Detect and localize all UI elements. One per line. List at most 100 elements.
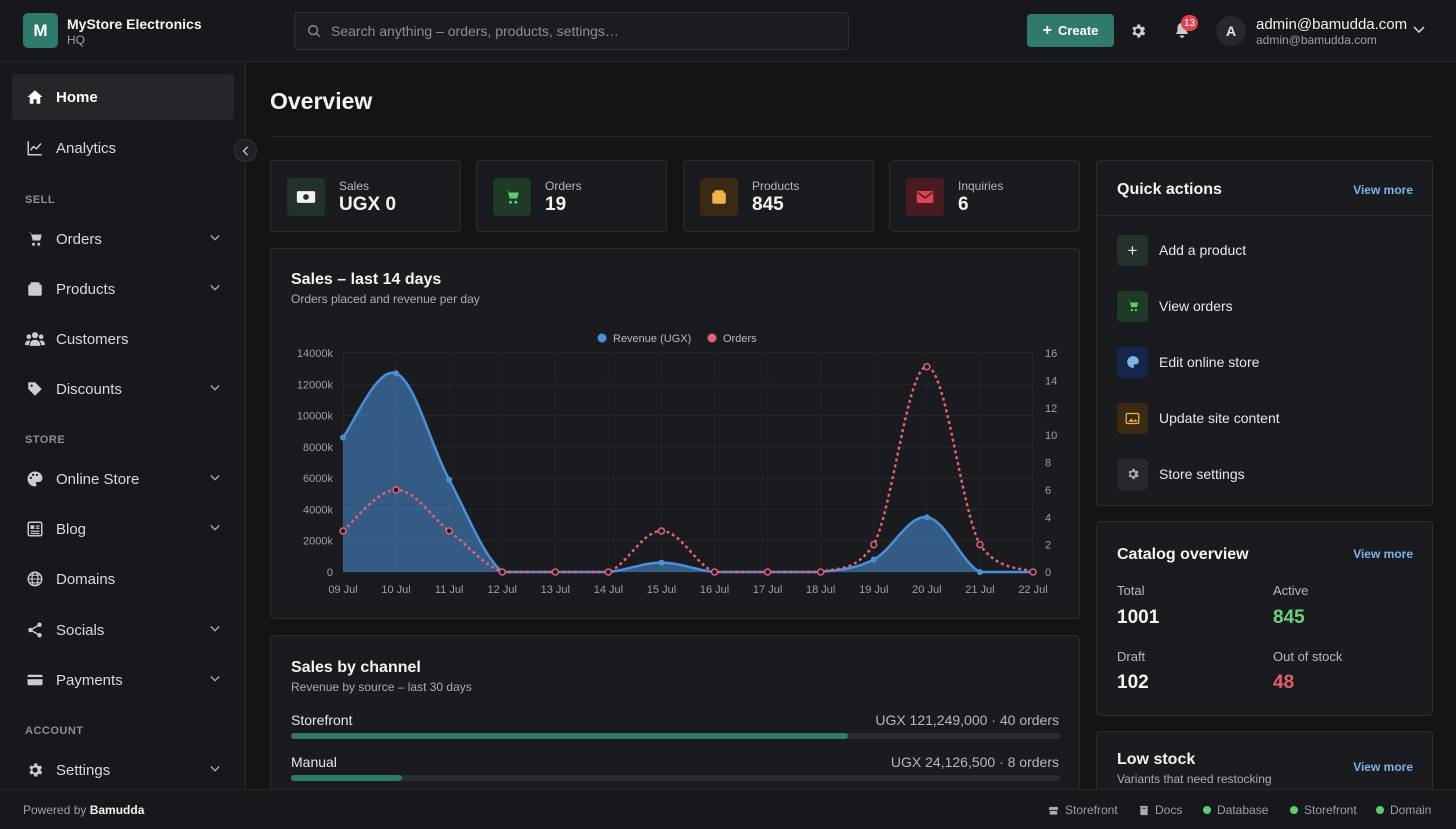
powered-prefix: Powered by [23, 803, 87, 817]
catalog-active-value: 845 [1273, 607, 1305, 628]
sidebar-item-discounts[interactable]: Discounts [12, 366, 234, 412]
credit-card-icon [25, 670, 45, 690]
sidebar-item-socials[interactable]: Socials [12, 607, 234, 653]
section-label-store: STORE [25, 434, 66, 446]
collapse-sidebar-button[interactable] [234, 139, 257, 162]
quick-action-add-product[interactable]: + Add a product [1117, 234, 1246, 266]
x-axis-tick-label: 22 Jul [1018, 584, 1047, 596]
footer: Powered by Bamudda Storefront Docs Datab… [0, 789, 1456, 829]
status-dot [1290, 806, 1298, 814]
y-axis-left-tick-label: 14000k [297, 348, 334, 360]
powered-by: Powered by Bamudda [23, 803, 144, 817]
cart-icon [493, 178, 531, 216]
globe-icon [25, 569, 45, 589]
catalog-active-label: Active [1273, 583, 1309, 598]
sidebar-item-label: Socials [56, 621, 105, 639]
card-title: Low stock [1117, 751, 1196, 768]
footer-link-label: Docs [1155, 803, 1183, 817]
legend-marker-revenue [597, 333, 607, 343]
stat-card-sales[interactable]: Sales UGX 0 [270, 160, 461, 232]
y-axis-right-tick-label: 6 [1045, 485, 1051, 497]
status-database: Database [1203, 803, 1268, 817]
section-label-account: ACCOUNT [25, 725, 84, 737]
card-subtitle: Revenue by source – last 30 days [291, 680, 472, 694]
stat-value: 845 [752, 194, 784, 215]
status-domain: Domain [1376, 803, 1431, 817]
chart-line-icon [25, 138, 45, 158]
card-title: Catalog overview [1117, 546, 1249, 563]
revenue-point [393, 370, 400, 377]
y-axis-right-tick-label: 14 [1045, 375, 1057, 387]
user-name[interactable]: admin@bamudda.com [1256, 16, 1408, 33]
quick-action-label: Update site content [1159, 410, 1280, 426]
chevron-down-icon [210, 626, 220, 632]
chevron-down-icon[interactable] [1413, 25, 1425, 35]
quick-action-store-settings[interactable]: Store settings [1117, 458, 1245, 490]
chevron-left-icon [242, 145, 248, 156]
stat-label: Inquiries [958, 179, 1004, 193]
create-button[interactable]: + Create [1027, 14, 1114, 47]
quick-action-update-site-content[interactable]: Update site content [1117, 402, 1280, 434]
avatar[interactable]: A [1216, 16, 1246, 46]
sales-chart[interactable]: 0 2000k 4000k 6000k 8000k 10000k 12000k 14000k 0… [271, 249, 1081, 620]
x-axis-tick-label: 18 Jul [806, 584, 835, 596]
y-axis-right-tick-label: 12 [1045, 403, 1057, 415]
x-axis-tick-label: 10 Jul [381, 584, 410, 596]
users-icon [25, 329, 45, 349]
create-label: Create [1057, 23, 1099, 38]
sidebar-item-analytics[interactable]: Analytics [12, 125, 234, 171]
chevron-down-icon [210, 235, 220, 241]
sidebar-item-online-store[interactable]: Online Store [12, 456, 234, 502]
stat-card-inquiries[interactable]: Inquiries 6 [889, 160, 1080, 232]
y-axis-right-tick-label: 0 [1045, 567, 1051, 579]
x-axis-tick-label: 14 Jul [594, 584, 623, 596]
top-bar: M MyStore Electronics HQ Search anything… [0, 0, 1456, 62]
orders-point [339, 527, 347, 535]
notification-badge: 13 [1181, 15, 1199, 31]
search-input[interactable]: Search anything – orders, products, sett… [294, 12, 849, 50]
powered-brand[interactable]: Bamudda [89, 803, 145, 817]
sidebar-item-home[interactable]: Home [12, 74, 234, 120]
sidebar-item-orders[interactable]: Orders [12, 216, 234, 262]
plus-icon: + [1117, 234, 1148, 266]
stat-value: 19 [545, 194, 567, 215]
stat-card-products[interactable]: Products 845 [683, 160, 874, 232]
orders-point [551, 568, 560, 576]
channel-progress-fill [291, 775, 402, 781]
plus-icon: + [1042, 21, 1052, 39]
gear-icon[interactable] [1129, 22, 1147, 40]
sidebar-item-payments[interactable]: Payments [12, 657, 234, 703]
search-icon [308, 25, 321, 38]
store-logo[interactable]: M [23, 13, 58, 48]
footer-link-docs[interactable]: Docs [1139, 803, 1182, 817]
quick-action-edit-online-store[interactable]: Edit online store [1117, 346, 1259, 378]
sidebar-item-settings[interactable]: Settings [12, 747, 234, 789]
orders-point [816, 568, 825, 576]
view-more-link[interactable]: View more [1353, 547, 1413, 561]
tag-icon [25, 379, 45, 399]
sidebar-item-blog[interactable]: Blog [12, 506, 234, 552]
y-axis-right-tick-label: 8 [1045, 458, 1051, 470]
sales-by-channel-card: Sales by channel Revenue by source – las… [270, 635, 1080, 805]
revenue-point [976, 569, 983, 575]
legend-marker-orders [707, 333, 717, 343]
card-title: Sales by channel [291, 659, 421, 676]
footer-link-storefront[interactable]: Storefront [1048, 803, 1118, 817]
sidebar-item-customers[interactable]: Customers [12, 316, 234, 362]
sidebar-item-label: Analytics [56, 139, 117, 157]
stat-card-orders[interactable]: Orders 19 [476, 160, 667, 232]
x-axis-tick-label: 12 Jul [488, 584, 517, 596]
view-more-link[interactable]: View more [1353, 760, 1413, 774]
channel-progress-bar [291, 733, 1060, 739]
orders-point [976, 540, 984, 549]
box-icon [700, 178, 738, 216]
y-axis-right-tick-label: 4 [1045, 512, 1051, 524]
view-more-link[interactable]: View more [1353, 183, 1413, 197]
store-name[interactable]: MyStore Electronics [67, 16, 202, 32]
sidebar-item-domains[interactable]: Domains [12, 556, 234, 602]
sales-chart-card: Sales – last 14 days Orders placed and r… [270, 248, 1080, 619]
cart-icon [1117, 290, 1148, 322]
quick-action-view-orders[interactable]: View orders [1117, 290, 1233, 322]
sidebar-item-products[interactable]: Products [12, 266, 234, 312]
y-axis-left-tick-label: 8000k [303, 442, 333, 454]
